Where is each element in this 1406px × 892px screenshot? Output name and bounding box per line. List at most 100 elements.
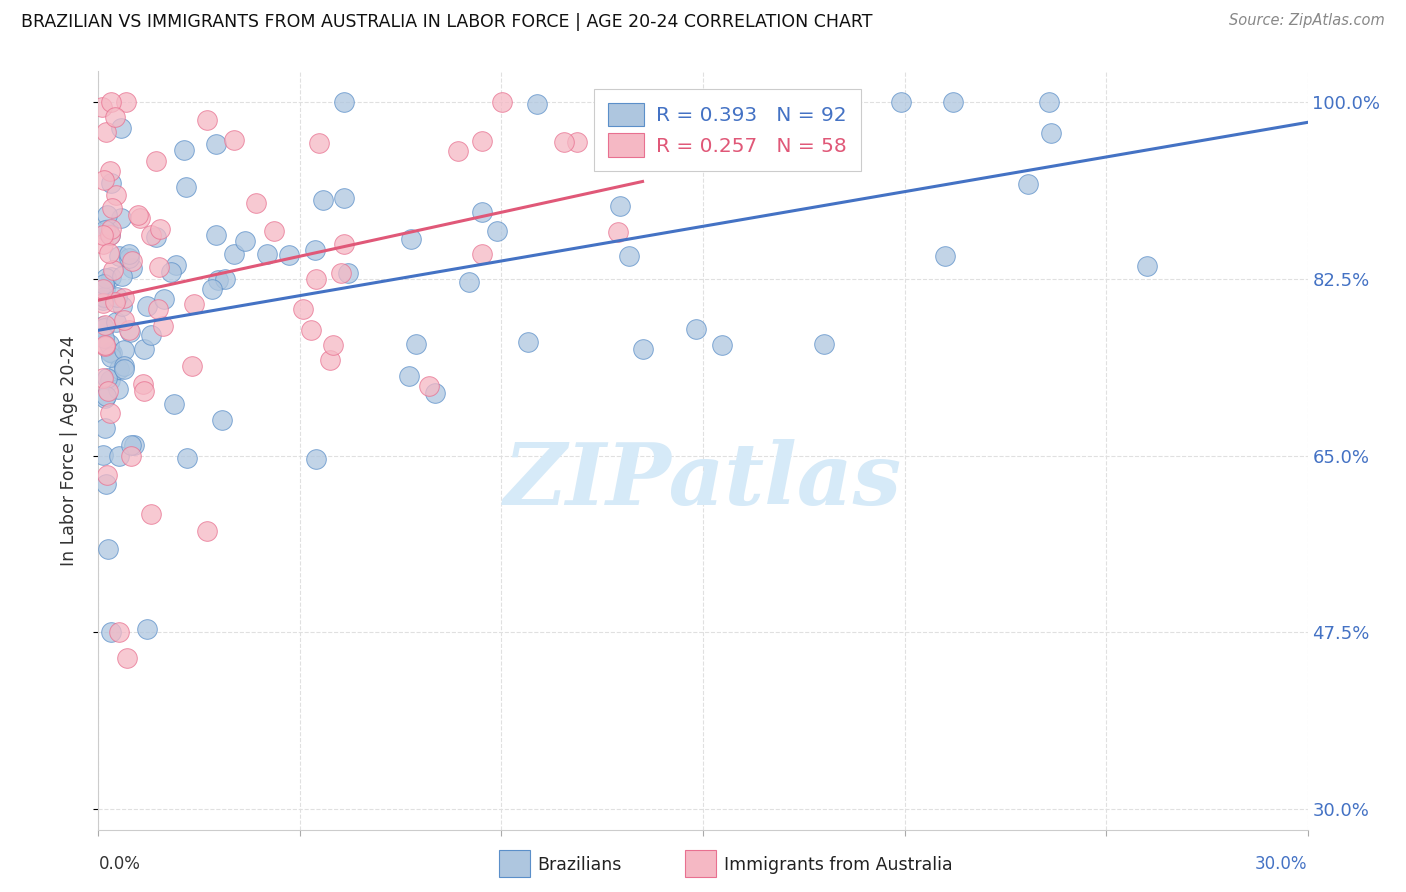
Point bbox=[100, 95, 122, 109]
Point bbox=[101, 201, 124, 215]
Point bbox=[318, 352, 340, 367]
Point bbox=[117, 251, 139, 265]
Point bbox=[160, 264, 183, 278]
Point bbox=[214, 272, 236, 286]
Point bbox=[94, 391, 117, 405]
Point bbox=[124, 438, 146, 452]
Point bbox=[135, 623, 157, 637]
Point bbox=[91, 236, 114, 251]
Point bbox=[91, 449, 114, 463]
Point bbox=[98, 227, 121, 242]
Point bbox=[336, 266, 359, 280]
Point bbox=[183, 297, 205, 311]
Point bbox=[120, 438, 142, 452]
Point bbox=[207, 273, 229, 287]
Point bbox=[112, 359, 135, 373]
Point bbox=[165, 258, 187, 272]
Point bbox=[93, 421, 115, 435]
Point bbox=[100, 222, 122, 236]
Point bbox=[180, 359, 202, 373]
Point bbox=[813, 337, 835, 351]
Text: 30.0%: 30.0% bbox=[1256, 855, 1308, 873]
Point bbox=[711, 337, 734, 351]
Point bbox=[308, 136, 330, 151]
Point bbox=[517, 334, 540, 349]
Point bbox=[305, 272, 328, 286]
Point bbox=[135, 300, 157, 314]
Point bbox=[173, 143, 195, 157]
Point bbox=[447, 145, 470, 159]
Point bbox=[93, 277, 115, 292]
Point bbox=[110, 120, 132, 135]
Point bbox=[486, 223, 509, 237]
Point bbox=[263, 224, 285, 238]
Point bbox=[110, 211, 132, 226]
Point bbox=[97, 384, 120, 398]
Point bbox=[112, 362, 135, 376]
Point bbox=[312, 194, 335, 208]
Point bbox=[96, 270, 118, 285]
Point bbox=[152, 318, 174, 333]
Point bbox=[91, 293, 114, 308]
Point bbox=[96, 371, 118, 385]
Point bbox=[93, 330, 115, 344]
Point bbox=[201, 282, 224, 296]
Point bbox=[104, 295, 127, 310]
Point bbox=[93, 291, 115, 305]
Point bbox=[332, 191, 354, 205]
Point bbox=[132, 384, 155, 398]
Text: Source: ZipAtlas.com: Source: ZipAtlas.com bbox=[1229, 13, 1385, 29]
Point bbox=[195, 524, 218, 539]
Point bbox=[631, 343, 654, 357]
Point bbox=[222, 247, 245, 261]
Point bbox=[97, 221, 120, 235]
Point bbox=[100, 625, 122, 640]
Point bbox=[108, 361, 131, 376]
Point bbox=[118, 246, 141, 260]
Text: BRAZILIAN VS IMMIGRANTS FROM AUSTRALIA IN LABOR FORCE | AGE 20-24 CORRELATION CH: BRAZILIAN VS IMMIGRANTS FROM AUSTRALIA I… bbox=[21, 13, 873, 31]
Point bbox=[423, 386, 446, 401]
Point bbox=[91, 319, 114, 334]
Point bbox=[94, 282, 117, 296]
Point bbox=[204, 227, 226, 242]
Point bbox=[104, 315, 127, 329]
Point bbox=[256, 246, 278, 260]
Point bbox=[321, 338, 343, 352]
Point bbox=[94, 318, 117, 332]
Point bbox=[1039, 126, 1062, 140]
Point bbox=[174, 180, 197, 194]
Point bbox=[127, 208, 149, 222]
Point bbox=[567, 135, 589, 149]
Point bbox=[398, 368, 420, 383]
Point bbox=[93, 172, 115, 186]
Point bbox=[91, 295, 114, 310]
Point bbox=[245, 195, 267, 210]
Point bbox=[129, 211, 152, 225]
Point bbox=[765, 95, 787, 109]
Text: ZIPatlas: ZIPatlas bbox=[503, 439, 903, 523]
Point bbox=[607, 225, 630, 239]
Point bbox=[553, 136, 575, 150]
Point bbox=[277, 247, 299, 261]
Point bbox=[100, 270, 122, 285]
Point bbox=[148, 260, 170, 274]
Point bbox=[233, 234, 256, 248]
Point bbox=[141, 227, 163, 242]
Point bbox=[471, 205, 494, 219]
Point bbox=[526, 97, 548, 112]
Point bbox=[685, 322, 707, 336]
Point bbox=[176, 450, 198, 465]
Point bbox=[115, 650, 138, 665]
Point bbox=[131, 377, 153, 392]
Point bbox=[457, 275, 479, 289]
Point bbox=[112, 291, 135, 305]
Point bbox=[211, 413, 233, 427]
Point bbox=[94, 338, 117, 352]
Point bbox=[111, 268, 134, 283]
Point bbox=[141, 507, 163, 521]
Point bbox=[491, 95, 513, 109]
Point bbox=[93, 320, 115, 334]
Point bbox=[1017, 178, 1039, 192]
Point bbox=[333, 95, 356, 109]
Point bbox=[93, 282, 115, 296]
